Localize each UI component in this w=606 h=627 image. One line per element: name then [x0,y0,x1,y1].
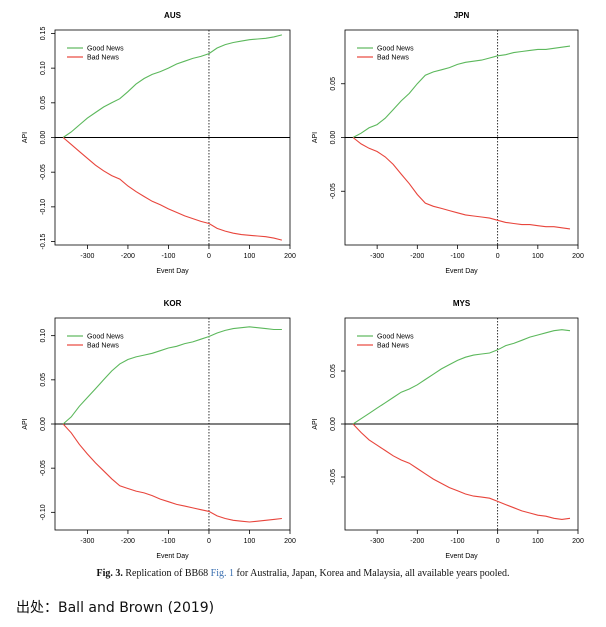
chart-title: AUS [164,11,182,20]
y-tick-label: -0.05 [330,183,337,199]
x-axis-label: Event Day [156,268,189,275]
x-tick-label: -300 [80,538,94,545]
figure-panels: AUS -300 -200 -100 0 100 200 Event Day -0.15 -0.1… [22,11,584,560]
y-tick-label: -0.05 [40,164,47,180]
series-line-good-news [62,34,283,138]
source-note: 出处：Ball and Brown (2019) [16,600,215,616]
x-tick-label: 100 [244,253,256,260]
chart-aus: AUS -300 -200 -100 0 100 200 Event Day -0.15 -0.1… [22,11,296,275]
x-tick-label: -100 [161,538,175,545]
x-tick-label: 0 [496,253,500,260]
legend-label: Good News [87,46,124,53]
y-tick-label: -0.05 [40,460,47,476]
x-tick-label: -100 [450,253,464,260]
legend-label: Bad News [87,55,119,62]
figure-caption: Fig. 3. Replication of BB68 Fig. 1 for A… [0,568,606,579]
series-line-good-news [352,45,571,138]
y-tick-label: 0.10 [40,61,47,75]
x-axis-label: Event Day [445,268,478,275]
y-tick-label: 0.00 [330,417,337,431]
chart-title: JPN [454,11,470,20]
legend-label: Bad News [377,55,409,62]
legend-label: Bad News [87,343,119,350]
caption-text-post: for Australia, Japan, Korea and Malaysia… [234,568,510,579]
y-tick-label: 0.00 [40,131,47,145]
x-tick-label: 0 [207,253,211,260]
x-tick-label: 0 [496,538,500,545]
caption-link[interactable]: Fig. 1 [210,568,235,579]
legend-label: Good News [377,334,414,341]
series-line-bad-news [352,423,571,520]
x-tick-label: -300 [370,538,384,545]
chart-kor: KOR -300 -200 -100 0 100 200 Event Day -0.10 -0.0… [22,299,296,560]
series-line-good-news [62,326,282,425]
x-tick-label: -100 [450,538,464,545]
legend-label: Good News [87,334,124,341]
series-line-bad-news [62,137,283,241]
chart-jpn: JPN -300 -200 -100 0 100 200 Event Day -0.05 0.00… [312,11,584,275]
legend-label: Bad News [377,343,409,350]
x-tick-label: -300 [80,253,94,260]
y-tick-label: -0.10 [40,504,47,520]
series-line-bad-news [62,423,282,523]
x-tick-label: 100 [244,538,256,545]
x-tick-label: 200 [572,253,584,260]
y-tick-label: 0.05 [330,364,337,378]
series-line-good-news [352,329,571,425]
y-tick-label: 0.05 [40,96,47,110]
x-axis-label: Event Day [156,553,189,560]
chart-title: KOR [164,299,182,308]
x-tick-label: 200 [572,538,584,545]
y-tick-label: 0.05 [330,77,337,91]
y-tick-label: 0.00 [330,131,337,145]
caption-text-pre: Replication of BB68 [125,568,211,579]
x-tick-label: -200 [121,253,135,260]
y-tick-label: 0.00 [40,417,47,431]
x-tick-label: -200 [410,253,424,260]
x-tick-label: -200 [121,538,135,545]
x-axis-label: Event Day [445,553,478,560]
y-axis-label: API [22,132,29,143]
y-tick-label: 0.15 [40,27,47,41]
y-tick-label: -0.05 [330,469,337,485]
y-tick-label: -0.10 [40,199,47,215]
caption-label: Fig. 3. [96,568,123,579]
x-tick-label: 100 [532,538,544,545]
chart-mys: MYS -300 -200 -100 0 100 200 Event Day -0.05 0.00… [312,299,584,560]
y-axis-label: API [312,132,319,143]
x-tick-label: 0 [207,538,211,545]
legend-label: Good News [377,46,414,53]
x-tick-label: -300 [370,253,384,260]
series-line-bad-news [352,137,571,230]
x-tick-label: -100 [161,253,175,260]
x-tick-label: 200 [284,253,296,260]
x-tick-label: 200 [284,538,296,545]
y-tick-label: 0.10 [40,329,47,343]
y-tick-label: 0.05 [40,373,47,387]
chart-title: MYS [453,299,471,308]
y-axis-label: API [22,418,29,429]
y-axis-label: API [312,418,319,429]
x-tick-label: 100 [532,253,544,260]
x-tick-label: -200 [410,538,424,545]
y-tick-label: -0.15 [40,233,47,249]
